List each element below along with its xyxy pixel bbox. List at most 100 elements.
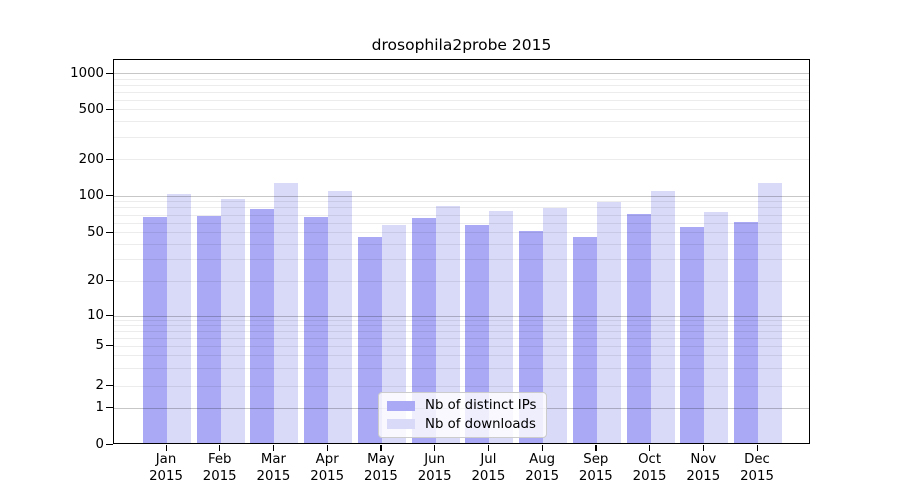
y-tick-label-500: 500 bbox=[78, 101, 104, 117]
bar-downloads-dec bbox=[758, 182, 783, 443]
x-tick-label-nov: Nov 2015 bbox=[671, 452, 735, 485]
y-tick-label-20: 20 bbox=[87, 273, 104, 289]
gridline-2 bbox=[114, 385, 809, 387]
x-tick-year: 2015 bbox=[149, 468, 183, 484]
x-tick-year: 2015 bbox=[256, 468, 291, 484]
gridline-60 bbox=[114, 222, 809, 224]
gridline-300 bbox=[114, 137, 809, 138]
x-tick-month: Oct bbox=[638, 452, 662, 467]
bar-downloads-apr bbox=[328, 191, 353, 443]
x-tick-mark-jan bbox=[165, 445, 167, 451]
y-tick-mark-100 bbox=[106, 195, 113, 197]
x-tick-month: May bbox=[367, 452, 395, 467]
x-tick-month: Dec bbox=[744, 452, 770, 467]
x-tick-year: 2015 bbox=[202, 468, 237, 484]
y-tick-label-1000: 1000 bbox=[70, 65, 104, 81]
x-tick-month: Jul bbox=[480, 452, 497, 467]
y-tick-mark-50 bbox=[106, 231, 113, 233]
legend-swatch-distinct-ips bbox=[387, 400, 415, 411]
x-tick-label-may: May 2015 bbox=[349, 452, 413, 485]
bar-downloads-jan bbox=[167, 194, 191, 443]
bar-distinct-ips-sep bbox=[572, 236, 597, 443]
y-tick-label-5: 5 bbox=[95, 338, 104, 353]
bar-downloads-mar bbox=[274, 182, 299, 443]
x-tick-month: Jun bbox=[424, 452, 446, 467]
x-tick-month: Mar bbox=[260, 452, 286, 467]
y-tick-mark-1000 bbox=[106, 72, 113, 74]
x-tick-mark-apr bbox=[326, 445, 328, 451]
x-tick-month: Sep bbox=[583, 452, 609, 467]
y-tick-label-50: 50 bbox=[87, 224, 104, 240]
x-tick-month: Jan bbox=[155, 452, 177, 467]
x-tick-mark-may bbox=[380, 445, 382, 451]
y-tick-mark-2 bbox=[106, 385, 113, 387]
gridline-800 bbox=[114, 84, 809, 86]
y-tick-mark-20 bbox=[106, 280, 113, 282]
y-tick-mark-5 bbox=[106, 345, 113, 347]
gridline-700 bbox=[114, 91, 809, 93]
gridline-30 bbox=[114, 259, 809, 261]
x-tick-year: 2015 bbox=[686, 468, 721, 484]
gridline-10 bbox=[114, 315, 809, 317]
x-tick-year: 2015 bbox=[363, 468, 398, 484]
x-tick-mark-feb bbox=[219, 445, 221, 451]
plot-area bbox=[113, 59, 810, 444]
x-tick-year: 2015 bbox=[471, 468, 506, 484]
gridline-7 bbox=[114, 330, 809, 332]
gridline-200 bbox=[114, 159, 809, 160]
gridline-80 bbox=[114, 207, 809, 209]
x-tick-label-jan: Jan 2015 bbox=[134, 452, 198, 485]
gridline-8 bbox=[114, 325, 809, 327]
gridline-3 bbox=[114, 367, 809, 369]
y-tick-label-10: 10 bbox=[87, 308, 104, 323]
x-tick-mark-sep bbox=[595, 445, 597, 451]
bar-distinct-ips-nov bbox=[680, 227, 705, 443]
y-tick-mark-200 bbox=[106, 158, 113, 160]
x-tick-label-apr: Apr 2015 bbox=[295, 452, 359, 485]
bar-distinct-ips-may bbox=[357, 236, 382, 443]
legend-label-distinct-ips: Nb of distinct IPs bbox=[425, 398, 537, 414]
bar-downloads-sep bbox=[596, 202, 621, 443]
x-tick-label-oct: Oct 2015 bbox=[618, 452, 682, 485]
x-tick-mark-aug bbox=[541, 445, 543, 451]
x-tick-label-sep: Sep 2015 bbox=[564, 452, 628, 485]
bar-distinct-ips-oct bbox=[626, 213, 651, 443]
x-tick-month: Apr bbox=[315, 452, 339, 467]
x-tick-year: 2015 bbox=[417, 468, 452, 484]
bar-downloads-nov bbox=[704, 212, 729, 443]
x-tick-mark-nov bbox=[702, 445, 704, 451]
gridline-5 bbox=[114, 345, 809, 347]
bar-downloads-oct bbox=[650, 191, 675, 443]
x-tick-month: Aug bbox=[529, 452, 556, 467]
x-tick-mark-dec bbox=[756, 445, 758, 451]
gridline-9 bbox=[114, 320, 809, 322]
y-tick-label-1: 1 bbox=[95, 400, 104, 415]
x-tick-year: 2015 bbox=[525, 468, 560, 484]
gridline-6 bbox=[114, 337, 809, 339]
bar-distinct-ips-feb bbox=[196, 215, 221, 443]
legend-swatch-downloads bbox=[387, 419, 415, 430]
x-tick-mark-jun bbox=[434, 445, 436, 451]
gridline-500 bbox=[114, 109, 809, 111]
x-tick-year: 2015 bbox=[310, 468, 345, 484]
x-tick-label-aug: Aug 2015 bbox=[510, 452, 574, 485]
gridline-20 bbox=[114, 280, 809, 282]
x-tick-year: 2015 bbox=[578, 468, 613, 484]
legend-item-distinct-ips: Nb of distinct IPs bbox=[387, 398, 538, 413]
y-tick-mark-1 bbox=[106, 407, 113, 409]
gridline-1000 bbox=[114, 73, 809, 75]
x-tick-label-mar: Mar 2015 bbox=[241, 452, 305, 485]
x-tick-year: 2015 bbox=[740, 468, 774, 484]
gridline-400 bbox=[114, 121, 809, 123]
x-tick-year: 2015 bbox=[632, 468, 667, 484]
gridline-70 bbox=[114, 214, 809, 216]
gridline-90 bbox=[114, 201, 809, 203]
x-tick-month: Nov bbox=[690, 452, 717, 467]
x-tick-month: Feb bbox=[207, 452, 232, 467]
bar-distinct-ips-dec bbox=[734, 221, 759, 443]
gridline-600 bbox=[114, 99, 809, 101]
x-tick-label-dec: Dec 2015 bbox=[725, 452, 789, 485]
legend-item-downloads: Nb of downloads bbox=[387, 417, 538, 432]
y-tick-label-100: 100 bbox=[78, 188, 104, 204]
